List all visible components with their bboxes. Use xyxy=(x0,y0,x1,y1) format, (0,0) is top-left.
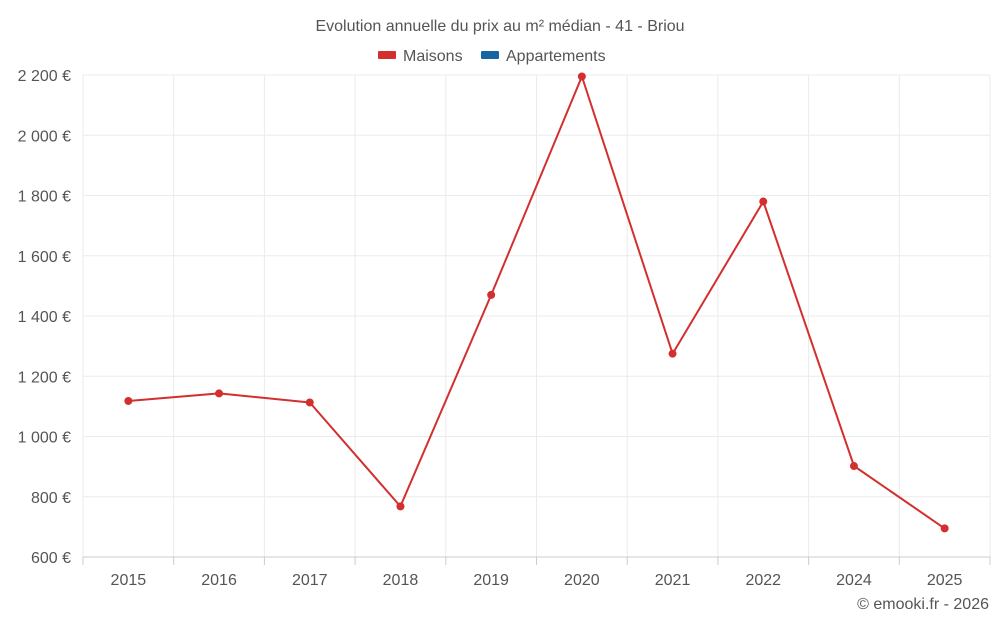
x-tick-label: 2015 xyxy=(111,572,147,589)
legend-label-maisons: Maisons xyxy=(403,48,463,65)
y-tick-label: 1 200 € xyxy=(18,369,71,386)
data-point[interactable] xyxy=(396,502,405,511)
series-layer xyxy=(124,72,949,533)
y-tick-label: 1 600 € xyxy=(18,249,71,266)
x-axis-ticks: 2015 2016 2017 2018 2019 2020 2021 2022 2024 2025 xyxy=(111,572,963,589)
y-tick-label: 1 800 € xyxy=(18,189,71,206)
x-tick-label: 2022 xyxy=(745,572,781,589)
x-tick-label: 2019 xyxy=(473,572,509,589)
data-point[interactable] xyxy=(849,462,858,471)
data-point[interactable] xyxy=(940,524,949,533)
legend-item-appartements[interactable]: Appartements xyxy=(481,48,606,65)
y-tick-label: 2 200 € xyxy=(18,68,71,85)
y-tick-label: 1 400 € xyxy=(18,309,71,326)
x-tick-label: 2021 xyxy=(655,572,691,589)
data-point[interactable] xyxy=(124,396,133,405)
x-tick-label: 2024 xyxy=(836,572,872,589)
y-tick-label: 800 € xyxy=(31,490,71,507)
axis-layer xyxy=(82,556,991,565)
chart-title: Evolution annuelle du prix au m² médian … xyxy=(315,18,684,35)
series-line-maisons xyxy=(128,75,946,530)
x-tick-label: 2018 xyxy=(383,572,419,589)
y-tick-label: 2 000 € xyxy=(18,128,71,145)
data-point[interactable] xyxy=(305,398,314,407)
legend-item-maisons[interactable]: Maisons xyxy=(378,48,463,65)
y-tick-label: 600 € xyxy=(31,550,71,567)
x-tick-label: 2025 xyxy=(927,572,963,589)
x-tick-label: 2017 xyxy=(292,572,328,589)
credit-text: © emooki.fr - 2026 xyxy=(857,596,989,613)
legend-label-appartements: Appartements xyxy=(506,48,606,65)
data-point[interactable] xyxy=(215,389,224,398)
data-point[interactable] xyxy=(668,349,677,358)
x-tick-label: 2016 xyxy=(201,572,237,589)
y-tick-label: 1 000 € xyxy=(18,430,71,447)
data-point[interactable] xyxy=(759,197,768,206)
y-axis-ticks: 600 € 800 € 1 000 € 1 200 € 1 400 € 1 600 € 1 … xyxy=(18,68,71,567)
data-point[interactable] xyxy=(577,72,586,81)
legend: Maisons Appartements xyxy=(378,48,606,65)
legend-swatch-appartements xyxy=(481,51,499,59)
x-tick-label: 2020 xyxy=(564,572,600,589)
grid-layer xyxy=(82,74,991,557)
legend-swatch-maisons xyxy=(378,51,396,59)
data-point[interactable] xyxy=(487,290,496,299)
